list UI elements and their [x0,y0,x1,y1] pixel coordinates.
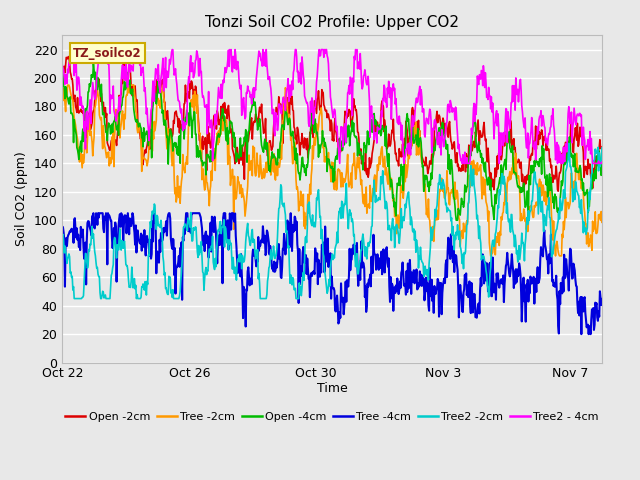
Tree2 - 4cm [336,160,344,166]
Legend: Open -2cm, Tree -2cm, Open -4cm, Tree -4cm, Tree2 -2cm, Tree2 - 4cm: Open -2cm, Tree -2cm, Open -4cm, Tree -4… [61,408,604,426]
Tree2 -2cm [70,296,78,301]
Line: Tree2 - 4cm: Tree2 - 4cm [62,49,602,163]
Tree2 -2cm [58,234,66,240]
Line: Tree -2cm: Tree -2cm [62,85,602,256]
Tree2 -2cm [598,145,605,151]
Tree -4cm [339,299,346,304]
Text: TZ_soilco2: TZ_soilco2 [73,47,141,60]
Tree2 - 4cm [339,144,347,150]
Tree2 - 4cm [472,111,480,117]
Tree2 - 4cm [168,47,176,52]
Tree -2cm [472,162,479,168]
Tree -4cm [577,331,585,337]
Line: Tree -4cm: Tree -4cm [62,213,602,334]
Tree2 - 4cm [132,47,140,52]
Open -4cm [132,118,140,124]
Tree -4cm [90,210,97,216]
Tree -4cm [384,264,392,270]
X-axis label: Time: Time [317,382,348,395]
Open -4cm [598,162,605,168]
Open -4cm [472,139,480,145]
Tree -2cm [384,181,392,187]
Tree -4cm [598,296,605,302]
Open -4cm [168,138,176,144]
Tree2 -2cm [339,199,346,205]
Tree -2cm [64,82,72,88]
Tree2 - 4cm [385,78,392,84]
Tree -4cm [132,223,140,228]
Tree2 -2cm [168,294,176,300]
Tree2 - 4cm [598,159,605,165]
Open -2cm [554,188,562,194]
Open -2cm [168,133,176,139]
Open -2cm [339,145,346,151]
Tree2 - 4cm [67,47,74,52]
Open -4cm [90,61,97,67]
Open -2cm [598,145,605,151]
Open -2cm [58,67,66,72]
Tree -4cm [472,314,479,320]
Tree2 - 4cm [121,64,129,70]
Tree -2cm [121,111,129,117]
Tree -4cm [121,213,129,218]
Open -2cm [121,54,129,60]
Tree -2cm [487,253,495,259]
Open -4cm [58,69,66,75]
Tree -2cm [339,174,346,180]
Tree2 -2cm [472,193,479,199]
Tree -2cm [132,108,140,114]
Line: Tree2 -2cm: Tree2 -2cm [62,144,602,299]
Title: Tonzi Soil CO2 Profile: Upper CO2: Tonzi Soil CO2 Profile: Upper CO2 [205,15,459,30]
Tree -4cm [168,246,176,252]
Open -2cm [384,144,392,149]
Line: Open -4cm: Open -4cm [62,64,602,220]
Tree -2cm [598,219,605,225]
Tree2 -2cm [565,141,573,146]
Tree -2cm [58,90,66,96]
Open -4cm [121,79,129,84]
Tree2 -2cm [121,239,129,244]
Open -2cm [132,95,140,101]
Open -4cm [452,217,460,223]
Tree2 -2cm [132,283,140,288]
Open -4cm [339,147,346,153]
Tree -4cm [58,224,66,229]
Open -4cm [384,164,392,169]
Tree2 - 4cm [58,62,66,68]
Open -2cm [472,129,479,135]
Open -2cm [65,54,72,60]
Tree -2cm [168,163,176,168]
Y-axis label: Soil CO2 (ppm): Soil CO2 (ppm) [15,152,28,246]
Line: Open -2cm: Open -2cm [62,57,602,191]
Tree2 -2cm [384,227,392,233]
